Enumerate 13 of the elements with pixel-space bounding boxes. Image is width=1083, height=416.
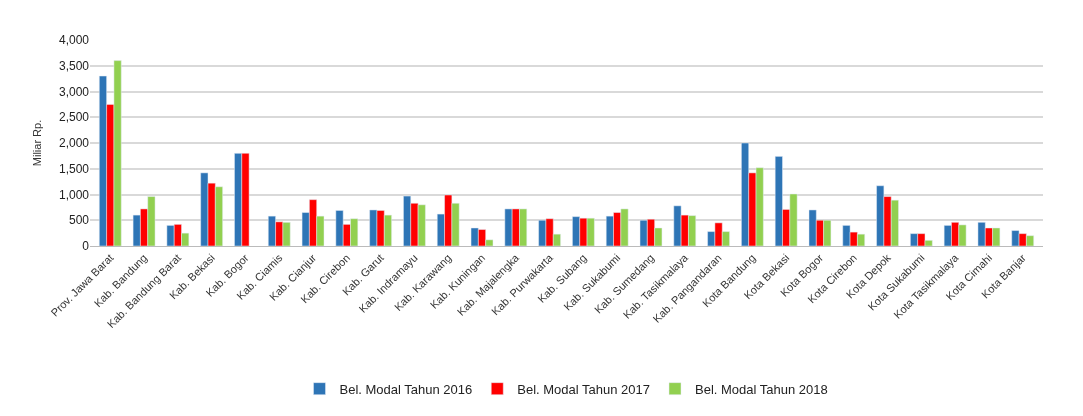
y-tick-label: 4,000 <box>58 33 90 48</box>
legend-label: Bel. Modal Tahun 2017 <box>517 381 650 397</box>
y-tick-label: 3,500 <box>58 58 90 73</box>
y-tick-label: 1,000 <box>58 187 90 202</box>
y-tick-label: 1,500 <box>58 161 90 176</box>
y-axis-title: Miliar Rp. <box>30 119 43 167</box>
y-tick-label: 2,500 <box>58 110 90 125</box>
y-tick-label: 0 <box>82 239 90 254</box>
legend-label: Bel. Modal Tahun 2016 <box>339 381 473 397</box>
y-tick-label: 500 <box>68 213 90 228</box>
y-tick-label: 2,000 <box>58 136 90 151</box>
y-tick-label: 3,000 <box>58 84 90 99</box>
legend-label: Bel. Modal Tahun 2018 <box>695 381 828 397</box>
